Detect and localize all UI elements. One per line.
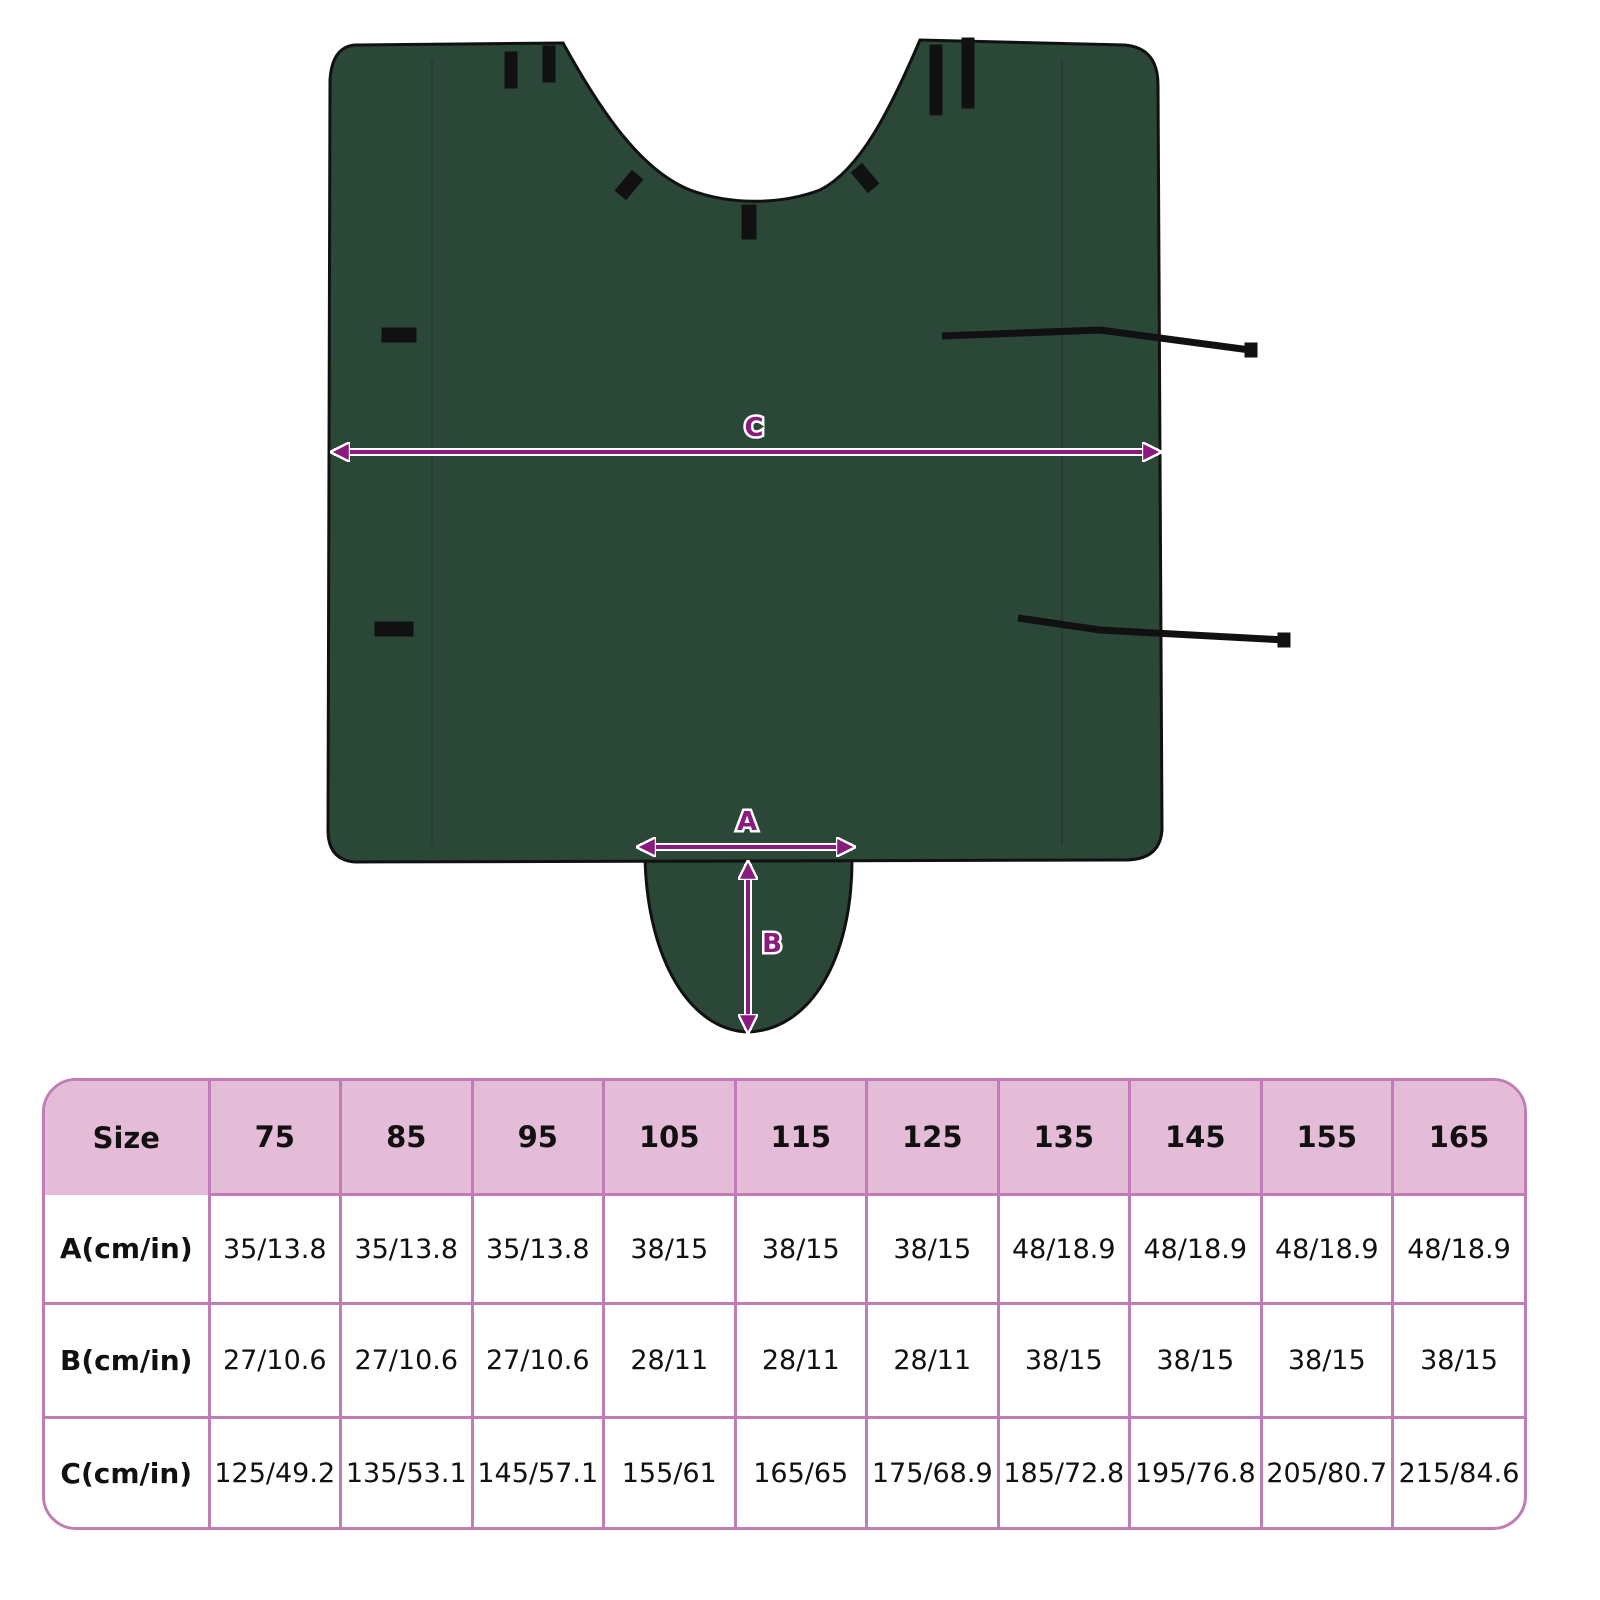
table-cell: 27/10.6 bbox=[470, 1302, 605, 1420]
table-cell: 28/11 bbox=[865, 1302, 1000, 1420]
header-size-95: 95 bbox=[470, 1081, 605, 1195]
header-size-115: 115 bbox=[733, 1081, 868, 1195]
table-cell: 35/13.8 bbox=[207, 1192, 342, 1306]
header-size-125: 125 bbox=[865, 1081, 1000, 1195]
table-cell: 48/18.9 bbox=[1128, 1192, 1263, 1306]
header-size-label: Size bbox=[45, 1081, 211, 1195]
table-cell: 175/68.9 bbox=[865, 1416, 1000, 1527]
table-cell: 27/10.6 bbox=[207, 1302, 342, 1420]
table-cell: 215/84.6 bbox=[1391, 1416, 1524, 1527]
label-c: C bbox=[744, 413, 763, 443]
row-label: C(cm/in) bbox=[45, 1416, 211, 1527]
header-size-85: 85 bbox=[339, 1081, 474, 1195]
table-cell: 38/15 bbox=[996, 1302, 1131, 1420]
table-cell: 125/49.2 bbox=[207, 1416, 342, 1527]
table-row: B(cm/in) 27/10.6 27/10.6 27/10.6 28/11 28/11 2… bbox=[45, 1302, 1524, 1420]
header-size-75: 75 bbox=[207, 1081, 342, 1195]
table-row: C(cm/in) 125/49.2 135/53.1 145/57.1 155/61 16… bbox=[45, 1416, 1524, 1527]
table-cell: 165/65 bbox=[733, 1416, 868, 1527]
table-cell: 38/15 bbox=[1259, 1302, 1394, 1420]
table-cell: 48/18.9 bbox=[1391, 1192, 1524, 1306]
table-cell: 35/13.8 bbox=[339, 1192, 474, 1306]
table-cell: 35/13.8 bbox=[470, 1192, 605, 1306]
table-cell: 135/53.1 bbox=[339, 1416, 474, 1527]
label-a: A bbox=[737, 807, 757, 837]
row-label: A(cm/in) bbox=[45, 1194, 211, 1306]
table-cell: 38/15 bbox=[733, 1192, 868, 1306]
table-cell: 38/15 bbox=[1391, 1302, 1524, 1420]
table-cell: 28/11 bbox=[602, 1302, 737, 1420]
header-size-165: 165 bbox=[1391, 1081, 1524, 1195]
header-size-135: 135 bbox=[996, 1081, 1131, 1195]
table-cell: 195/76.8 bbox=[1128, 1416, 1263, 1527]
table-cell: 48/18.9 bbox=[1259, 1192, 1394, 1306]
straps bbox=[374, 37, 1291, 648]
blanket-diagram: C A B bbox=[326, 37, 1291, 1060]
table-cell: 38/15 bbox=[1128, 1302, 1263, 1420]
table-cell: 38/15 bbox=[865, 1192, 1000, 1306]
table-cell: 38/15 bbox=[602, 1192, 737, 1306]
header-size-105: 105 bbox=[602, 1081, 737, 1195]
table-cell: 155/61 bbox=[602, 1416, 737, 1527]
table-cell: 28/11 bbox=[733, 1302, 868, 1420]
table-cell: 48/18.9 bbox=[996, 1192, 1131, 1306]
table-cell: 185/72.8 bbox=[996, 1416, 1131, 1527]
size-table: Size 75 85 95 105 115 125 135 145 155 165 A(cm/in)… bbox=[42, 1078, 1527, 1530]
table-cell: 205/80.7 bbox=[1259, 1416, 1394, 1527]
header-size-155: 155 bbox=[1259, 1081, 1394, 1195]
table-row: A(cm/in) 35/13.8 35/13.8 35/13.8 38/15 38/15 3… bbox=[45, 1192, 1524, 1306]
table-header-row: Size 75 85 95 105 115 125 135 145 155 165 bbox=[45, 1081, 1524, 1195]
table-cell: 27/10.6 bbox=[339, 1302, 474, 1420]
table-cell: 145/57.1 bbox=[470, 1416, 605, 1527]
row-label: B(cm/in) bbox=[45, 1302, 211, 1420]
label-b: B bbox=[762, 929, 782, 959]
header-size-145: 145 bbox=[1128, 1081, 1263, 1195]
